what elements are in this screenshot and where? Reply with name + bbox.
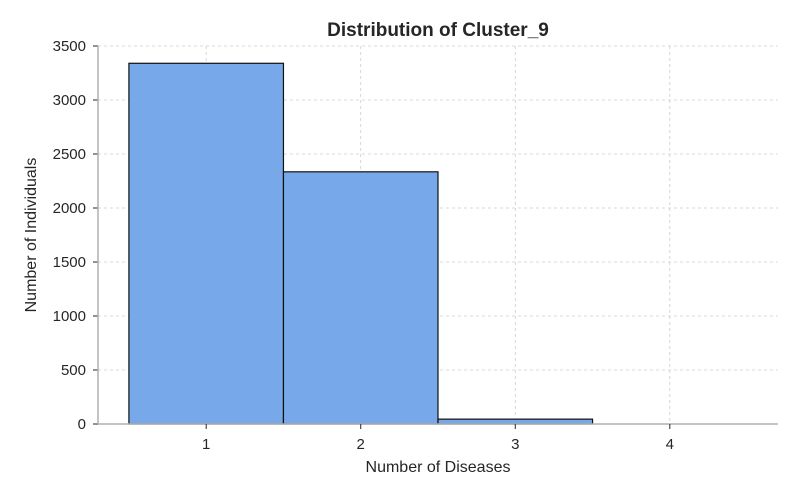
y-tick-label: 3000	[53, 92, 86, 109]
y-tick-label: 2500	[53, 146, 86, 163]
y-tick-label: 3500	[53, 38, 86, 55]
x-tick-label: 1	[202, 436, 210, 453]
x-tick-label: 2	[357, 436, 365, 453]
bar-1	[128, 62, 285, 425]
y-axis: 0 500 1000 1500 2000 2500 3000 3500	[53, 38, 99, 433]
x-axis: 1 2 3 4	[98, 423, 778, 453]
y-tick-label: 1500	[53, 254, 86, 271]
bar-2	[282, 171, 439, 425]
x-tick-label: 3	[511, 436, 519, 453]
y-tick-label: 1000	[53, 308, 86, 325]
y-tick-label: 2000	[53, 200, 86, 217]
x-tick-label: 4	[666, 436, 674, 453]
x-axis-label: Number of Diseases	[366, 459, 511, 476]
y-tick-label: 0	[78, 416, 86, 433]
y-axis-label: Number of Individuals	[23, 158, 40, 313]
y-tick-label: 500	[61, 362, 86, 379]
chart-title: Distribution of Cluster_9	[327, 20, 549, 41]
bars	[128, 62, 594, 425]
